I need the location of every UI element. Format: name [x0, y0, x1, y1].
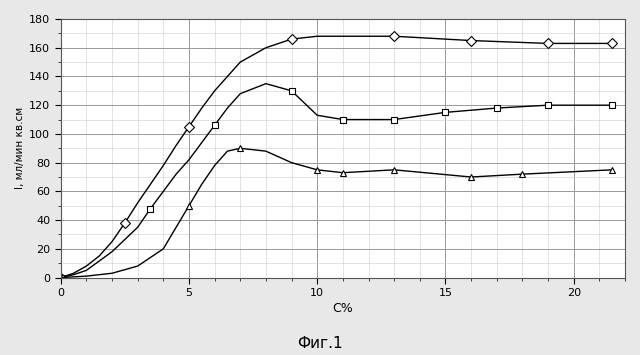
X-axis label: С%: С%	[332, 302, 353, 315]
Text: Фиг.1: Фиг.1	[297, 337, 343, 351]
Y-axis label: I, мл/мин кв.см: I, мл/мин кв.см	[15, 107, 25, 189]
